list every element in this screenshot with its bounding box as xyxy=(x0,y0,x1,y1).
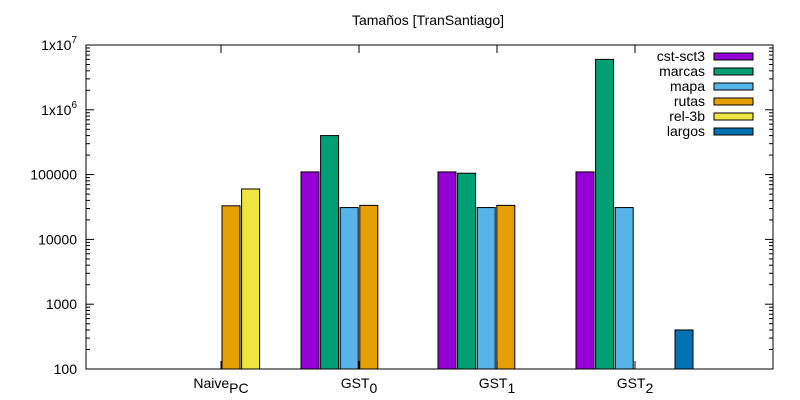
x-tick-label: GST1 xyxy=(479,375,516,396)
bar-marcas-2 xyxy=(457,172,477,370)
bar-mapa-2 xyxy=(476,207,496,370)
plot-frame xyxy=(85,44,774,370)
y-tick-label: 100000 xyxy=(30,167,77,183)
x-tick-label: GST0 xyxy=(341,375,378,396)
bar-largos-3 xyxy=(674,329,694,370)
bar-cst-sct3-1 xyxy=(300,171,320,370)
plot-area xyxy=(221,58,694,370)
y-tick-label: 1x106 xyxy=(41,100,77,118)
bar-marcas-3 xyxy=(595,58,615,370)
x-tick-label: GST2 xyxy=(617,375,654,396)
bar-rutas-2 xyxy=(496,204,516,370)
legend-label: largos xyxy=(667,123,705,139)
bar-rutas-0 xyxy=(221,205,241,370)
x-tick-label: NaivePC xyxy=(193,375,248,396)
bar-mapa-1 xyxy=(339,207,359,370)
legend-swatch xyxy=(713,52,754,61)
legend-label: rutas xyxy=(674,93,705,109)
legend-label: marcas xyxy=(659,63,705,79)
x-axis: NaivePC GST0 GST1 GST2 xyxy=(193,45,653,396)
legend-swatch xyxy=(713,97,754,106)
y-tick-label: 100 xyxy=(54,361,78,377)
y-tick-label: 1000 xyxy=(46,296,77,312)
legend-swatch xyxy=(713,67,754,76)
legend-label: rel-3b xyxy=(669,108,705,124)
bar-cst-sct3-2 xyxy=(437,171,457,370)
legend-swatch xyxy=(713,82,754,91)
bar-rutas-1 xyxy=(359,204,379,370)
y-tick-label: 10000 xyxy=(38,231,77,247)
bar-cst-sct3-3 xyxy=(575,171,595,370)
y-axis: 100 1000 10000 100000 1x106 1x107 xyxy=(30,35,773,377)
bar-marcas-1 xyxy=(320,135,340,370)
legend-swatch xyxy=(713,112,754,121)
legend-label: mapa xyxy=(670,78,705,94)
y-tick-label: 1x107 xyxy=(41,35,77,53)
bar-rel-3b-0 xyxy=(241,188,261,370)
legend-swatch xyxy=(713,127,754,136)
chart-title: Tamaños [TranSantiago] xyxy=(352,12,504,28)
bar-mapa-3 xyxy=(614,207,634,370)
legend-label: cst-sct3 xyxy=(657,48,705,64)
